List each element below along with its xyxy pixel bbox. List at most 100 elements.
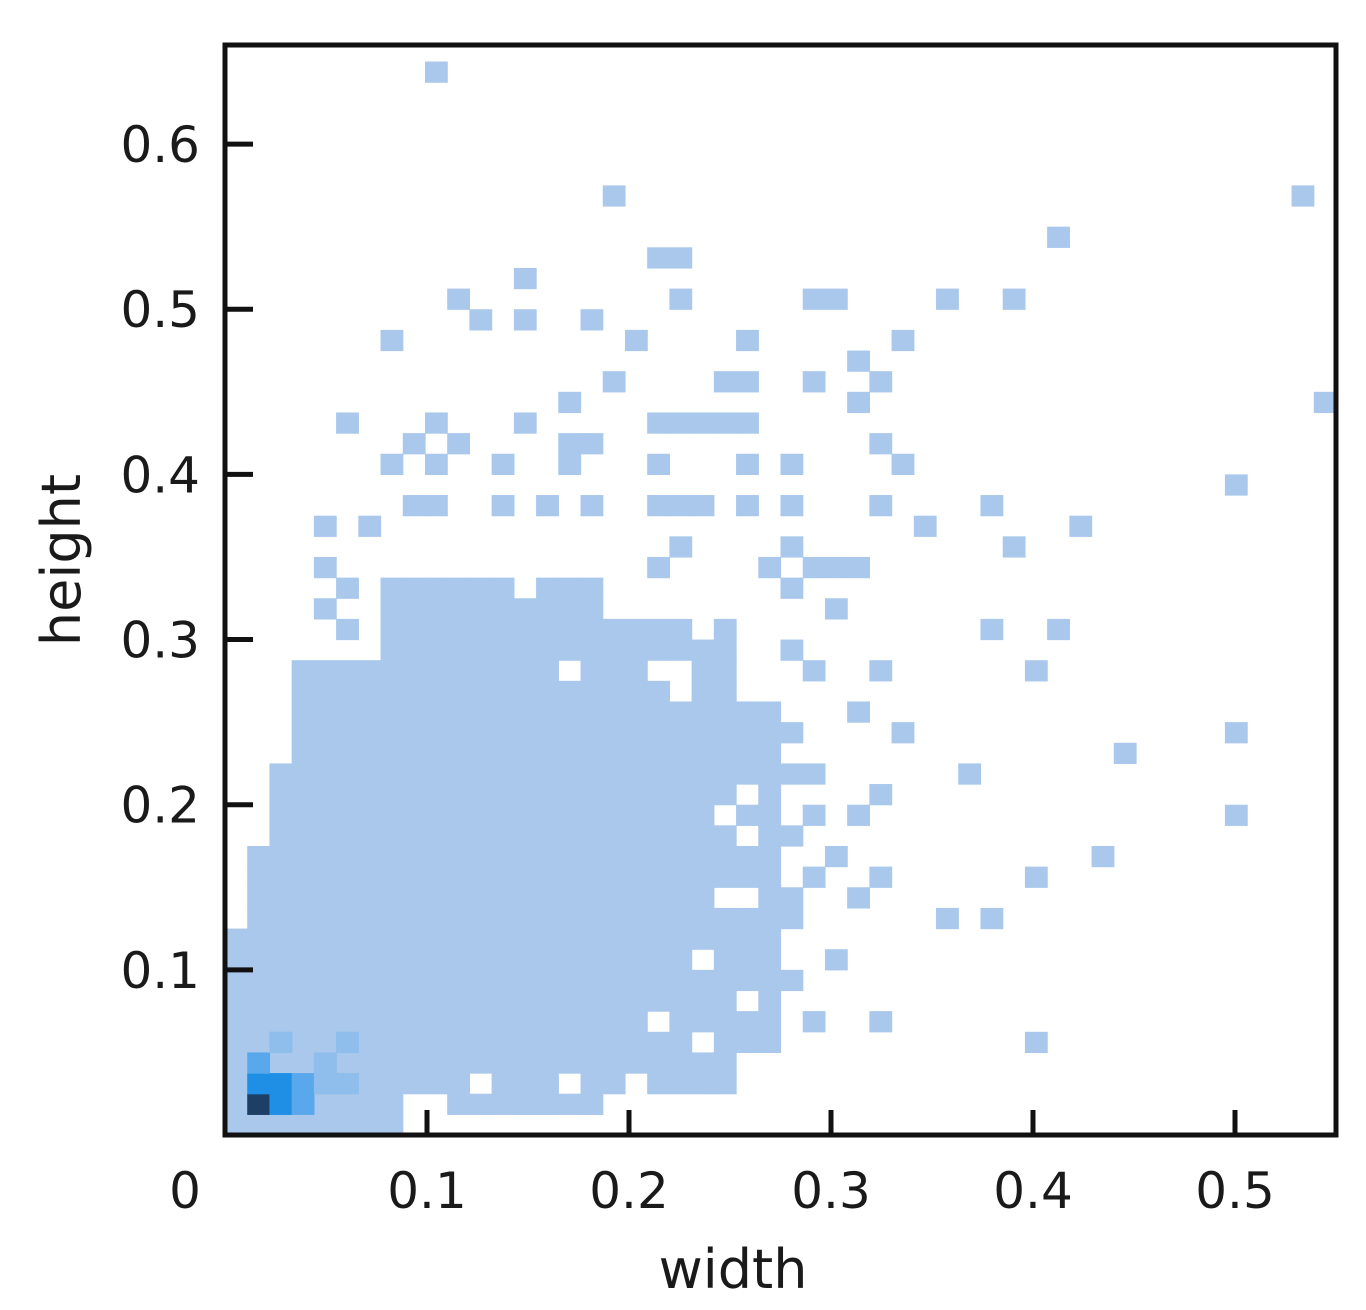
heatmap-bin bbox=[402, 866, 426, 888]
heatmap-bin bbox=[691, 660, 715, 682]
heatmap-bin bbox=[691, 825, 715, 847]
heatmap-bin bbox=[758, 742, 782, 765]
heatmap-bin bbox=[669, 722, 693, 744]
heatmap-bin bbox=[536, 784, 559, 806]
heatmap-bin bbox=[447, 742, 471, 765]
heatmap-bin bbox=[558, 1052, 582, 1074]
heatmap-bin bbox=[624, 639, 648, 661]
heatmap-bin bbox=[580, 763, 604, 785]
heatmap-bin bbox=[669, 784, 693, 806]
heatmap-bin bbox=[758, 887, 782, 909]
heatmap-bin bbox=[558, 391, 582, 414]
heatmap-bin-dense bbox=[291, 1093, 315, 1115]
heatmap-bin bbox=[736, 763, 759, 785]
heatmap-bin bbox=[380, 928, 404, 950]
heatmap-bin bbox=[225, 928, 248, 950]
heatmap-bin bbox=[691, 990, 715, 1012]
heatmap-bin bbox=[536, 845, 559, 868]
plot-frame bbox=[222, 42, 1339, 1138]
heatmap-bin bbox=[313, 763, 337, 785]
heatmap-bin-dense bbox=[269, 1073, 293, 1095]
heatmap-bin bbox=[580, 845, 604, 868]
heatmap-bin bbox=[291, 887, 315, 909]
heatmap-bin bbox=[869, 784, 893, 806]
heatmap-bin bbox=[1313, 391, 1337, 414]
x-tick-label: 0.2 bbox=[589, 1162, 669, 1220]
heatmap-bin-dense bbox=[269, 1031, 293, 1054]
heatmap-bin bbox=[647, 495, 670, 517]
heatmap-bin bbox=[913, 515, 937, 537]
heatmap-bin bbox=[380, 577, 404, 599]
heatmap-bin bbox=[580, 1011, 604, 1033]
heatmap-bin bbox=[447, 907, 471, 930]
heatmap-bin bbox=[291, 1011, 315, 1033]
heatmap-bin bbox=[313, 722, 337, 744]
heatmap-bin bbox=[269, 1011, 293, 1033]
heatmap-bin bbox=[291, 1031, 315, 1054]
heatmap-bin bbox=[336, 1093, 359, 1115]
heatmap-bin bbox=[1024, 660, 1048, 682]
heatmap-bin bbox=[1224, 804, 1248, 826]
heatmap-bin bbox=[580, 887, 604, 909]
heatmap-bin-dense bbox=[336, 1073, 359, 1095]
heatmap-bin bbox=[469, 598, 493, 620]
heatmap-bin bbox=[313, 680, 337, 703]
heatmap-bin bbox=[580, 309, 604, 331]
heatmap-bin bbox=[536, 928, 559, 950]
heatmap-bin bbox=[669, 907, 693, 930]
heatmap-bin bbox=[758, 825, 782, 847]
heatmap-bin bbox=[824, 288, 848, 310]
heatmap-bin bbox=[336, 618, 359, 641]
heatmap-bin bbox=[647, 845, 670, 868]
heatmap-bin bbox=[358, 1093, 382, 1115]
heatmap-bin bbox=[758, 990, 782, 1012]
heatmap-bin bbox=[691, 680, 715, 703]
heatmap-bin bbox=[491, 845, 515, 868]
heatmap-bin bbox=[713, 763, 737, 785]
heatmap-bin bbox=[780, 577, 804, 599]
heatmap-bin bbox=[647, 990, 670, 1012]
heatmap-bin bbox=[1291, 185, 1315, 207]
heatmap-bin bbox=[447, 866, 471, 888]
heatmap-bin bbox=[513, 949, 537, 971]
heatmap-bin bbox=[736, 329, 759, 352]
heatmap-bin bbox=[336, 845, 359, 868]
heatmap-bin bbox=[291, 680, 315, 703]
heatmap-bin bbox=[513, 907, 537, 930]
heatmap-bin bbox=[758, 969, 782, 992]
heatmap-bin bbox=[291, 784, 315, 806]
heatmap-bin bbox=[936, 907, 959, 930]
heatmap-bin bbox=[847, 556, 870, 579]
heatmap-bin bbox=[424, 784, 448, 806]
heatmap-bin bbox=[624, 618, 648, 641]
heatmap-bin bbox=[380, 763, 404, 785]
axis-tick-labels: 0 0.1 0.2 0.3 0.4 0.5 0.1 0.2 0.3 0.4 0.5 0.6 bbox=[120, 116, 1274, 1220]
heatmap-bin bbox=[269, 928, 293, 950]
heatmap-bin bbox=[447, 784, 471, 806]
heatmap-bin bbox=[558, 1031, 582, 1054]
heatmap-bin bbox=[558, 722, 582, 744]
heatmap-bin bbox=[558, 433, 582, 455]
heatmap-bin bbox=[269, 866, 293, 888]
heatmap-bin bbox=[580, 742, 604, 765]
heatmap-bin bbox=[669, 1052, 693, 1074]
x-tick-label: 0.3 bbox=[791, 1162, 871, 1220]
heatmap-bin bbox=[469, 660, 493, 682]
heatmap-bin bbox=[358, 1073, 382, 1095]
heatmap-bin bbox=[424, 61, 448, 83]
heatmap-bin bbox=[669, 1011, 693, 1033]
heatmap-bin bbox=[380, 639, 404, 661]
heatmap-bin bbox=[669, 928, 693, 950]
heatmap-bin bbox=[713, 784, 737, 806]
heatmap-bin bbox=[424, 990, 448, 1012]
heatmap-bin bbox=[402, 845, 426, 868]
heatmap-bin bbox=[669, 845, 693, 868]
heatmap-bin bbox=[691, 907, 715, 930]
heatmap-bin bbox=[558, 618, 582, 641]
heatmap-bin-dense bbox=[313, 1073, 337, 1095]
heatmap-bin bbox=[558, 907, 582, 930]
heatmap-bin bbox=[402, 433, 426, 455]
heatmap-bin bbox=[869, 433, 893, 455]
heatmap-bin bbox=[358, 763, 382, 785]
heatmap-bin bbox=[558, 845, 582, 868]
